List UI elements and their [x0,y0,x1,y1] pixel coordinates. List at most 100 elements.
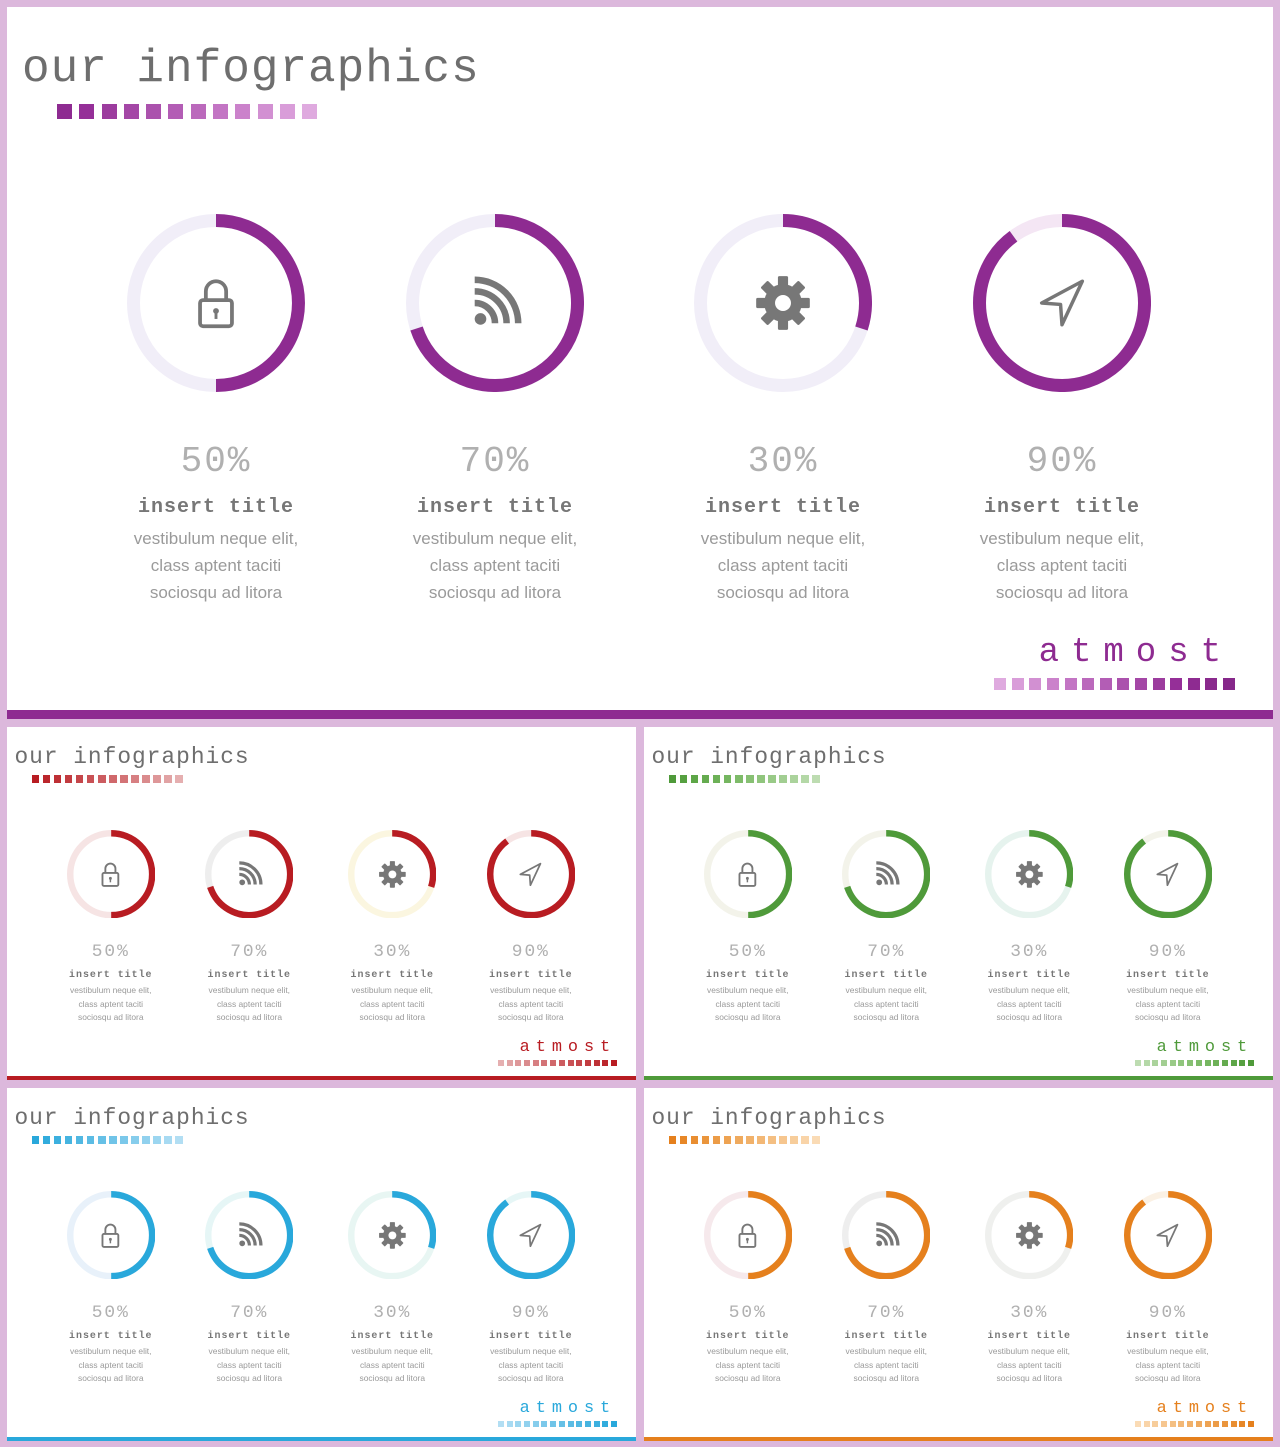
decorative-square [790,1136,798,1144]
decorative-square [611,1060,618,1067]
decorative-square [801,775,809,783]
brand-logo-text: atmost [519,1037,617,1057]
decorative-square [524,1060,530,1067]
brand-logo-text: atmost [1156,1037,1254,1057]
item-title: insert title [137,496,295,519]
item-title: insert title [350,969,434,981]
item-description-line: class aptent taciti [498,998,564,1009]
decorative-square [1170,678,1183,690]
decorative-square [1161,1060,1167,1067]
brand-underline-squares [989,678,1235,690]
decorative-square [42,775,51,783]
infographic-item-90: 90% insert title vestibulum neque elit, cla… [1106,727,1230,1035]
bottom-accent-bar [7,710,1273,719]
lock-icon [733,860,762,889]
item-title: insert title [489,969,573,981]
item-description-line: class aptent taciti [359,998,425,1009]
slide-title: our infographics [14,1104,250,1131]
progress-ring [703,1190,792,1280]
percent-label: 90% [1148,942,1187,963]
item-description-line: vestibulum neque elit, [208,1346,291,1357]
item-description-line: class aptent taciti [996,1359,1062,1370]
item-description-line: vestibulum neque elit, [133,529,299,548]
progress-ring [985,829,1074,919]
percent-label: 50% [180,441,252,482]
item-description-line: class aptent taciti [1135,1359,1201,1370]
decorative-square [1082,678,1095,690]
decorative-square [506,1060,513,1067]
decorative-square [164,1136,172,1144]
decorative-square [1187,678,1200,690]
item-title: insert title [207,969,291,981]
item-title: insert title [983,496,1141,519]
item-description-line: class aptent taciti [715,998,781,1009]
item-description-line: sociosqu ad litora [216,1372,283,1383]
infographic-item-50: 50% insert title vestibulum neque elit, cla… [686,1088,810,1396]
slide-title: our infographics [651,743,887,770]
item-description-line: class aptent taciti [150,556,282,575]
decorative-square [98,1136,106,1144]
item-description-line: sociosqu ad litora [996,1372,1063,1383]
item-description-line: class aptent taciti [853,1359,919,1370]
decorative-square [585,1060,591,1067]
item-description-line: class aptent taciti [1135,998,1201,1009]
slide-red: our infographics 50% insert title vestibul… [7,727,636,1080]
percent-label: 30% [747,441,819,482]
item-title: insert title [987,969,1071,981]
item-title: insert title [706,1330,790,1342]
brand-underline-squares [1132,1421,1255,1428]
decorative-square [724,775,732,783]
rss-icon [235,860,264,889]
decorative-square [779,1136,787,1144]
decorative-square [1143,1060,1150,1067]
decorative-square [668,1136,677,1144]
decorative-square [679,775,688,783]
item-description-line: sociosqu ad litora [77,1372,144,1383]
title-underline-squares [668,1136,824,1144]
decorative-square [735,1136,743,1144]
item-description-line: vestibulum neque elit, [70,1346,152,1357]
brand-underline-squares [495,1421,618,1428]
item-description-line: class aptent taciti [78,998,144,1009]
item-description-line: vestibulum neque elit, [351,985,434,996]
decorative-square [790,775,798,783]
item-description-line: sociosqu ad litora [714,1011,781,1022]
decorative-square [109,775,117,783]
bottom-accent-bar [7,1075,636,1080]
decorative-square [541,1421,548,1428]
decorative-square [1135,678,1148,690]
item-title: insert title [844,969,928,981]
gear-icon [378,860,407,889]
item-title: insert title [987,1330,1071,1342]
infographic-item-30: 30% insert title vestibulum neque elit, cla… [967,1088,1091,1396]
decorative-square [87,1136,95,1144]
decorative-square [746,1136,754,1144]
rss-icon [466,274,524,332]
decorative-square [131,1136,139,1144]
decorative-square [1239,1060,1246,1067]
item-description-line: vestibulum neque elit, [351,1346,434,1357]
infographic-item-30: 30% insert title vestibulum neque elit, cla… [967,727,1091,1035]
decorative-square [1152,1421,1159,1428]
progress-ring [348,1190,437,1280]
item-title: insert title [489,1330,573,1342]
infographic-item-70: 70% insert title vestibulum neque elit, cla… [370,7,620,627]
decorative-square [168,104,184,119]
progress-ring [842,829,931,919]
percent-label: 30% [1010,1303,1049,1324]
decorative-square [42,1136,51,1144]
item-description-line: vestibulum neque elit, [988,1346,1071,1357]
decorative-square [779,775,787,783]
item-description-line: vestibulum neque elit, [208,985,291,996]
item-description-line: vestibulum neque elit, [700,529,866,548]
decorative-square [175,775,183,783]
item-title: insert title [1126,1330,1210,1342]
decorative-square [1134,1060,1141,1067]
item-description-line: class aptent taciti [216,1359,282,1370]
decorative-square [515,1060,522,1067]
item-description-line: class aptent taciti [996,556,1128,575]
item-title: insert title [844,1330,928,1342]
decorative-square [76,775,84,783]
decorative-square [1230,1060,1237,1067]
decorative-square [515,1421,522,1428]
